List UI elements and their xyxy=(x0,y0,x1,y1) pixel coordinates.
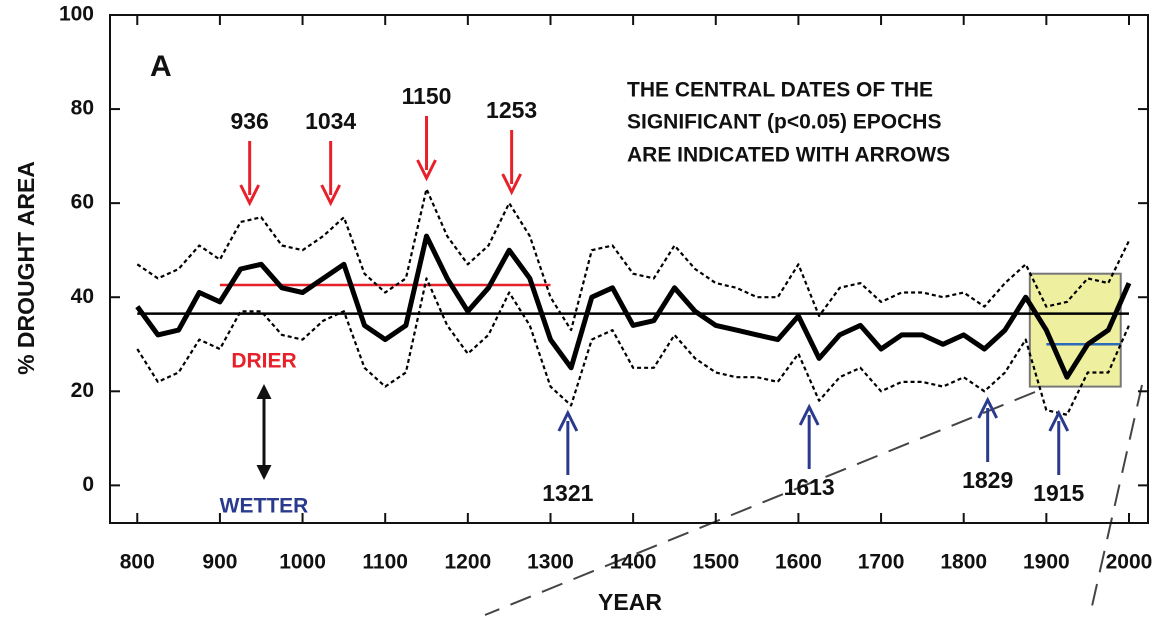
series-line xyxy=(135,233,1132,380)
x-tick-label: 1900 xyxy=(1023,551,1070,574)
x-tick-label: 1300 xyxy=(527,551,574,574)
plot-frame xyxy=(109,14,1149,524)
epoch-arrow-head xyxy=(501,173,522,196)
annotation: SIGNIFICANT (p<0.05) EPOCHS xyxy=(627,111,941,134)
x-tick-label: 1200 xyxy=(444,551,491,574)
epoch-label: 1150 xyxy=(402,83,452,109)
epoch-arrow-head xyxy=(798,403,820,426)
confidence-line xyxy=(136,187,1130,332)
zoom-line xyxy=(484,391,1036,616)
epoch-arrow-head xyxy=(320,184,341,207)
x-tick-label: 1600 xyxy=(775,551,822,574)
epoch-label: 1034 xyxy=(305,108,356,134)
plot-area xyxy=(135,187,1132,416)
x-tick-label: 1700 xyxy=(858,551,905,574)
epoch-arrow-head xyxy=(239,184,261,207)
epoch-label: 1829 xyxy=(962,467,1013,493)
x-tick-label: 1800 xyxy=(940,551,987,574)
x-tick-label: 1100 xyxy=(362,551,408,574)
drier-label: DRIER xyxy=(231,350,296,373)
x-tick-label: 1500 xyxy=(692,551,739,574)
epoch-label: 1915 xyxy=(1033,480,1084,506)
x-tick-label: 800 xyxy=(120,551,155,574)
panel-label: A xyxy=(150,50,172,83)
epoch-arrow-head xyxy=(1048,409,1070,432)
x-tick-label: 900 xyxy=(202,551,237,574)
epoch-label: 1253 xyxy=(486,97,537,123)
epoch-arrow-head xyxy=(557,409,579,432)
y-tick-label: 40 xyxy=(71,285,94,308)
confidence-line xyxy=(136,277,1131,416)
x-tick-label: 1400 xyxy=(610,551,657,574)
epoch-arrow-head xyxy=(416,159,437,182)
y-tick-label: 80 xyxy=(71,97,94,120)
y-tick-label: 60 xyxy=(71,191,94,214)
epoch-label: 1321 xyxy=(542,480,593,506)
epoch-arrow-head xyxy=(977,396,999,419)
x-axis-label: YEAR xyxy=(598,589,662,615)
annotation: ARE INDICATED WITH ARROWS xyxy=(627,144,950,167)
y-tick-label: 0 xyxy=(82,473,94,496)
x-tick-label: 2000 xyxy=(1106,551,1153,574)
epoch-label: 936 xyxy=(230,108,268,134)
y-tick-label: 20 xyxy=(71,379,94,402)
y-tick-label: 100 xyxy=(59,3,94,26)
y-axis-label: % DROUGHT AREA xyxy=(13,161,39,375)
annotation: THE CENTRAL DATES OF THE xyxy=(627,79,933,102)
zoom-line xyxy=(1089,384,1143,616)
x-tick-label: 1000 xyxy=(279,551,326,574)
wetter-label: WETTER xyxy=(220,495,309,518)
epoch-label: 1613 xyxy=(784,474,835,500)
